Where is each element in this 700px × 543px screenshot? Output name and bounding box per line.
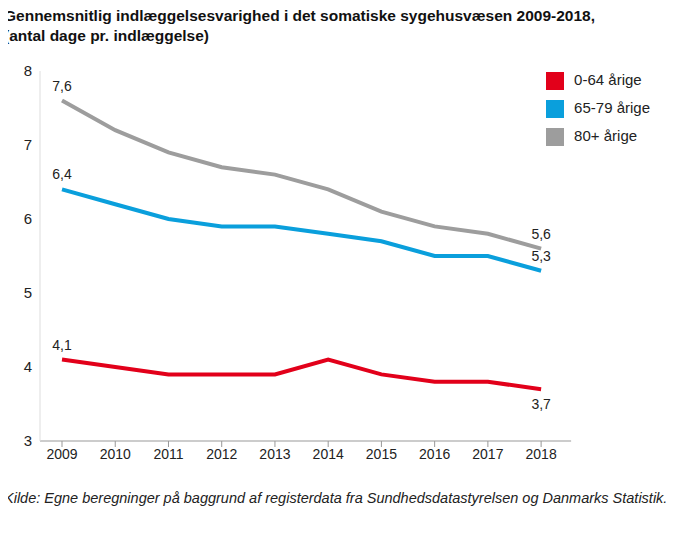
svg-text:7: 7 bbox=[24, 136, 32, 153]
html-text:(antal dage pr. indlæggelse): (antal dage pr. indlæggelse) bbox=[4, 27, 209, 44]
html-text:Kilde: Egne beregninger på bag: Kilde: Egne beregninger på baggrund af r… bbox=[4, 490, 668, 506]
svg-text:2013: 2013 bbox=[259, 446, 290, 462]
svg-text:3,7: 3,7 bbox=[531, 396, 551, 412]
svg-text:7,6: 7,6 bbox=[52, 78, 72, 94]
svg-text:8: 8 bbox=[24, 62, 32, 79]
svg-text:5: 5 bbox=[24, 284, 32, 301]
svg-text:2015: 2015 bbox=[366, 446, 397, 462]
svg-text:2016: 2016 bbox=[419, 446, 450, 462]
svg-text:2017: 2017 bbox=[472, 446, 503, 462]
svg-text:4: 4 bbox=[24, 358, 32, 375]
svg-text:6: 6 bbox=[24, 210, 32, 227]
html-text:65-79 årige: 65-79 årige bbox=[574, 99, 650, 116]
svg-text:3: 3 bbox=[24, 432, 32, 449]
svg-text:6,4: 6,4 bbox=[52, 166, 72, 182]
svg-text:2010: 2010 bbox=[100, 446, 131, 462]
svg-text:5,3: 5,3 bbox=[531, 248, 551, 264]
html-text:80+ årige: 80+ årige bbox=[574, 127, 638, 144]
html-text:Gennemsnitlig indlæggelsesvari: Gennemsnitlig indlæggelsesvarighed i det… bbox=[4, 7, 595, 24]
html-text:0-64 årige: 0-64 årige bbox=[574, 71, 642, 88]
svg-text:2012: 2012 bbox=[206, 446, 237, 462]
svg-text:2009: 2009 bbox=[46, 446, 77, 462]
svg-text:5,6: 5,6 bbox=[531, 226, 551, 242]
svg-text:2011: 2011 bbox=[153, 446, 183, 462]
svg-text:2014: 2014 bbox=[313, 446, 344, 462]
svg-text:2018: 2018 bbox=[526, 446, 557, 462]
svg-text:4,1: 4,1 bbox=[52, 337, 72, 353]
